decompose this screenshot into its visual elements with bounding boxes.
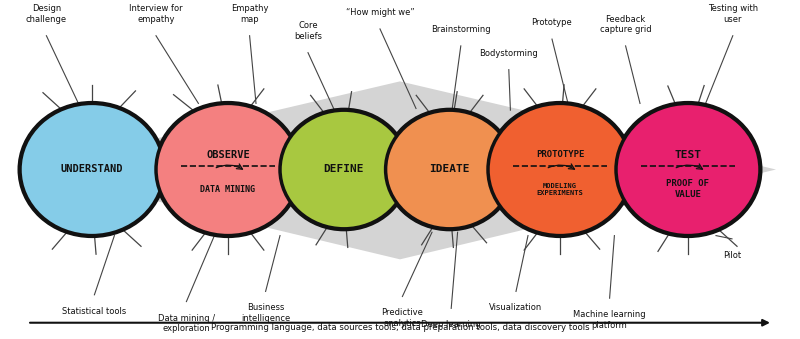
Ellipse shape xyxy=(20,103,164,236)
Text: TEST: TEST xyxy=(674,150,702,160)
Ellipse shape xyxy=(614,101,762,238)
Text: Visualization: Visualization xyxy=(490,303,542,313)
Text: MODELING
EXPERIMENTS: MODELING EXPERIMENTS xyxy=(537,183,583,196)
Text: Bodystorming: Bodystorming xyxy=(479,48,538,58)
Ellipse shape xyxy=(383,108,516,231)
Ellipse shape xyxy=(616,103,760,236)
Text: Statistical tools: Statistical tools xyxy=(62,307,126,316)
Text: Empathy
map: Empathy map xyxy=(231,4,268,24)
Text: IDEATE: IDEATE xyxy=(430,164,470,175)
Ellipse shape xyxy=(154,101,302,238)
Text: Pilot: Pilot xyxy=(723,251,741,260)
Text: Brainstorming: Brainstorming xyxy=(431,25,490,34)
Text: Interview for
empathy: Interview for empathy xyxy=(129,4,183,24)
Ellipse shape xyxy=(18,101,166,238)
Text: Business
intelligence: Business intelligence xyxy=(241,303,290,323)
Text: DEFINE: DEFINE xyxy=(324,164,364,175)
Text: UNDERSTAND: UNDERSTAND xyxy=(61,164,123,175)
Text: Prototype: Prototype xyxy=(532,18,572,27)
Text: DATA MINING: DATA MINING xyxy=(201,185,255,194)
Text: Predictive
analytics: Predictive analytics xyxy=(382,308,423,328)
Text: Programming language, data sources tools, data preparation tools, data discovery: Programming language, data sources tools… xyxy=(210,322,590,332)
Text: PROOF OF
VALUE: PROOF OF VALUE xyxy=(666,179,710,199)
Text: Data mining /
exploration: Data mining / exploration xyxy=(158,314,215,333)
Polygon shape xyxy=(24,81,776,259)
Ellipse shape xyxy=(280,110,408,229)
Ellipse shape xyxy=(278,108,410,231)
Ellipse shape xyxy=(486,101,634,238)
Ellipse shape xyxy=(156,103,300,236)
Text: Testing with
user: Testing with user xyxy=(708,4,758,24)
Text: OBSERVE: OBSERVE xyxy=(206,150,250,160)
Text: Machine learning
platform: Machine learning platform xyxy=(574,310,646,330)
Ellipse shape xyxy=(488,103,632,236)
Text: Deep learning: Deep learning xyxy=(422,320,481,330)
Text: Design
challenge: Design challenge xyxy=(26,4,67,24)
Text: Core
beliefs: Core beliefs xyxy=(294,21,322,41)
Text: Feedback
capture grid: Feedback capture grid xyxy=(600,15,651,34)
Text: “How might we”: “How might we” xyxy=(346,8,414,17)
Text: PROTOTYPE: PROTOTYPE xyxy=(536,151,584,159)
Ellipse shape xyxy=(386,110,514,229)
